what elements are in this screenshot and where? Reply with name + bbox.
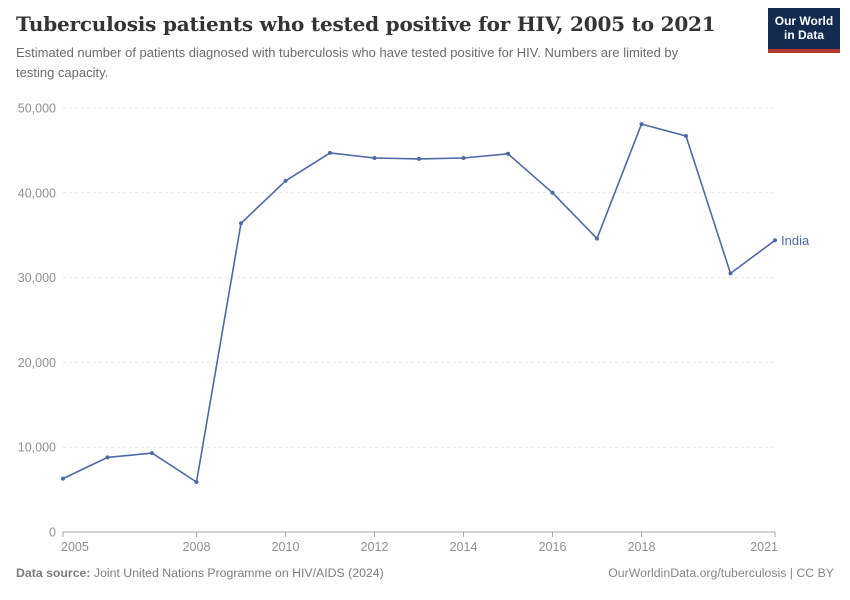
owid-logo[interactable]: Our World in Data [768,8,840,53]
data-point [150,451,154,456]
x-tick-label: 2014 [450,540,478,554]
data-point [283,178,288,183]
data-line [62,123,776,483]
data-point [595,236,599,241]
page-title: Tuberculosis patients who tested positiv… [16,12,716,36]
x-tick-label: 2016 [539,540,567,554]
y-tick-label: 40,000 [18,186,56,200]
x-tick-label: 2021 [750,540,778,554]
y-tick-label: 20,000 [18,356,56,370]
series-label: India [781,233,810,248]
y-tick-label: 10,000 [18,441,56,455]
data-point [550,190,555,195]
x-tick-label: 2010 [272,540,300,554]
data-point [328,150,332,155]
data-point [773,238,777,243]
data-point [61,476,65,481]
data-point [417,156,421,161]
x-tick-label: 2012 [361,540,389,554]
chart-footer: Data source: Joint United Nations Progra… [16,566,834,580]
owid-logo-line2: in Data [783,28,824,43]
x-tick-label: 2005 [61,540,89,554]
data-point [461,156,466,160]
x-tick-label: 2008 [183,540,211,554]
x-tick-label: 2018 [628,540,656,554]
data-point [639,122,644,127]
data-point [372,156,377,160]
line-chart: 0 10,000 20,000 30,000 40,000 50,000 2005 2008 2… [18,102,810,555]
y-tick-label: 30,000 [18,271,56,285]
owid-url-link[interactable]: OurWorldinData.org/tuberculosis | CC BY [608,566,834,580]
data-source-text: Data source: Joint United Nations Progra… [16,566,384,580]
chart-subtitle: Estimated number of patients diagnosed w… [16,45,679,80]
data-point [728,271,733,276]
data-point [105,455,110,460]
y-tick-label: 50,000 [18,102,56,116]
data-source-label: Data source: [16,566,91,580]
data-point [239,221,243,226]
chart-header: Tuberculosis patients who tested positiv… [0,0,850,82]
owid-logo-line1: Our World [774,14,834,28]
data-source-value: Joint United Nations Programme on HIV/AI… [90,566,384,580]
data-point [194,480,199,484]
y-tick-label: 0 [49,526,56,540]
data-point [684,134,688,138]
data-point [506,151,510,156]
